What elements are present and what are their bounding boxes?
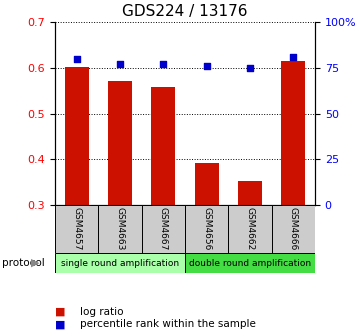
Text: log ratio: log ratio [80,307,124,317]
Text: GSM4667: GSM4667 [159,207,168,251]
Text: ■: ■ [55,319,65,329]
Point [160,61,166,67]
Point [247,65,253,71]
Bar [151,87,175,205]
Text: GSM4663: GSM4663 [116,207,125,251]
Bar [185,253,315,273]
Text: GSM4657: GSM4657 [72,207,81,251]
Bar [142,205,185,253]
Bar [65,67,88,205]
Text: double round amplification: double round amplification [189,258,311,267]
Bar [108,81,132,205]
Text: ▶: ▶ [31,258,39,268]
Point [291,54,296,59]
Text: percentile rank within the sample: percentile rank within the sample [80,319,256,329]
Bar [55,205,98,253]
Point [117,61,123,67]
Bar [229,205,272,253]
Bar [185,205,229,253]
Bar [238,181,262,205]
Bar [195,163,218,205]
Text: protocol: protocol [2,258,44,268]
Point [74,56,79,61]
Text: GSM4666: GSM4666 [289,207,298,251]
Bar [55,253,185,273]
Bar [272,205,315,253]
Title: GDS224 / 13176: GDS224 / 13176 [122,4,248,19]
Text: single round amplification: single round amplification [61,258,179,267]
Point [204,63,209,69]
Bar [98,205,142,253]
Text: GSM4662: GSM4662 [245,207,255,251]
Text: ■: ■ [55,307,65,317]
Text: GSM4656: GSM4656 [202,207,211,251]
Bar [282,61,305,205]
